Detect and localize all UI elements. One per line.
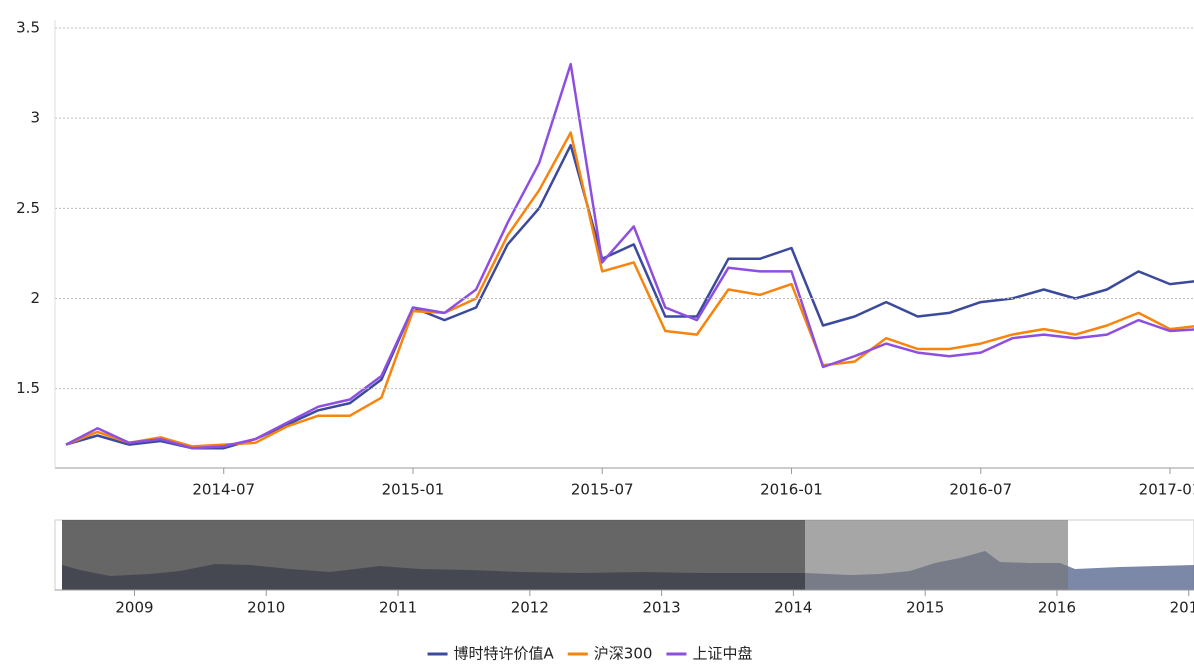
navigator-tick-label: 2012 bbox=[511, 599, 549, 617]
y-tick-label: 1.5 bbox=[16, 379, 40, 397]
series-line bbox=[65, 131, 1194, 448]
legend-label: 博时特许价值A bbox=[454, 645, 555, 663]
x-tick-label: 2014-07 bbox=[192, 481, 255, 499]
x-tick-label: 2017-01 bbox=[1139, 481, 1194, 499]
navigator-mask[interactable] bbox=[62, 520, 805, 590]
navigator-window[interactable] bbox=[805, 520, 1068, 590]
navigator-tick-label: 2009 bbox=[115, 599, 153, 617]
legend-item[interactable]: 上证中盘 bbox=[666, 645, 752, 663]
navigator-tick-label: 2014 bbox=[774, 599, 812, 617]
navigator-tick-label: 2017 bbox=[1170, 599, 1194, 617]
x-tick-label: 2015-07 bbox=[571, 481, 634, 499]
series-line bbox=[65, 143, 1194, 450]
y-tick-label: 3.5 bbox=[16, 19, 40, 37]
legend-item[interactable]: 博时特许价值A bbox=[427, 645, 555, 663]
x-tick-label: 2016-01 bbox=[760, 481, 823, 499]
y-tick-label: 3 bbox=[30, 109, 40, 127]
plot-area bbox=[65, 62, 1194, 450]
x-tick-label: 2016-07 bbox=[949, 481, 1012, 499]
y-tick-label: 2.5 bbox=[16, 199, 40, 217]
navigator-tick-label: 2010 bbox=[247, 599, 285, 617]
legend-label: 沪深300 bbox=[594, 645, 653, 663]
legend-label: 上证中盘 bbox=[692, 645, 752, 663]
navigator-tick-label: 2016 bbox=[1038, 599, 1076, 617]
y-tick-label: 2 bbox=[30, 289, 40, 307]
navigator-tick-label: 2011 bbox=[379, 599, 417, 617]
navigator-tick-label: 2015 bbox=[906, 599, 944, 617]
legend-item[interactable]: 沪深300 bbox=[567, 645, 653, 663]
x-tick-label: 2015-01 bbox=[382, 481, 445, 499]
navigator-tick-label: 2013 bbox=[643, 599, 681, 617]
series-line bbox=[65, 62, 1194, 450]
